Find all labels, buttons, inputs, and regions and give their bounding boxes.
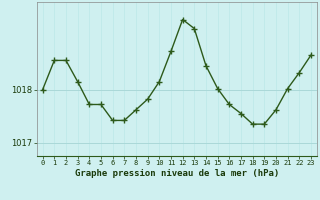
X-axis label: Graphe pression niveau de la mer (hPa): Graphe pression niveau de la mer (hPa) [75, 169, 279, 178]
